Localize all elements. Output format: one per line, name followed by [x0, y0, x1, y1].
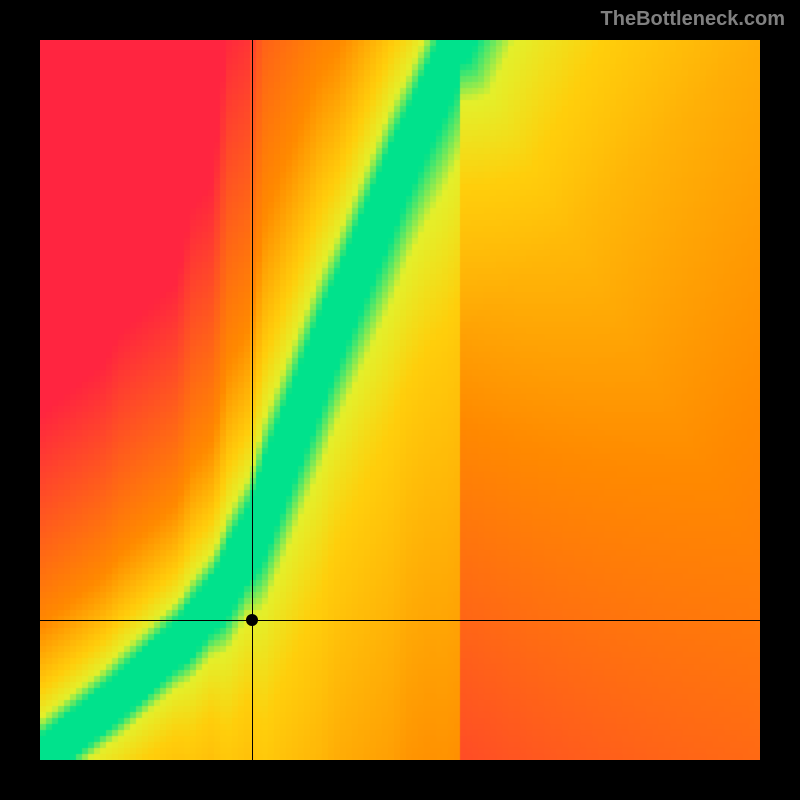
crosshair-vertical — [252, 40, 253, 760]
watermark-text: TheBottleneck.com — [601, 8, 785, 31]
datapoint-marker — [246, 614, 258, 626]
heatmap-canvas — [40, 40, 760, 760]
crosshair-horizontal — [40, 620, 760, 621]
plot-area — [40, 40, 760, 760]
